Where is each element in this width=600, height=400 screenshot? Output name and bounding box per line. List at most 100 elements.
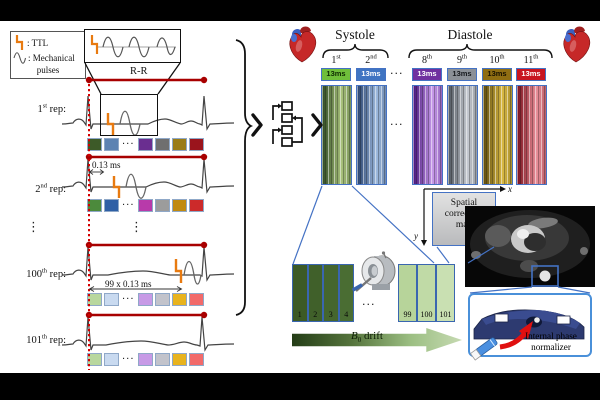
ecg-trace-rep1 xyxy=(61,95,235,136)
square xyxy=(104,138,119,151)
phantom-arrow-head xyxy=(519,321,533,339)
ttl-icon xyxy=(15,35,24,50)
cell-99: 99 xyxy=(398,264,417,322)
cells-ellipsis: ··· xyxy=(362,298,376,311)
frame-label-8: 8th xyxy=(421,53,433,66)
duration-badge-9: 13ms xyxy=(447,68,477,81)
legend-ttl-label: : TTL xyxy=(27,37,49,48)
rep-label-101: 101th rep: xyxy=(26,333,66,346)
cell-100: 100 xyxy=(417,264,436,322)
square xyxy=(188,353,204,366)
cell-1: 1 xyxy=(292,264,308,322)
square xyxy=(154,138,170,151)
mech-pulse xyxy=(119,110,141,136)
cell-2: 2 xyxy=(307,264,323,322)
rr-label: R-R xyxy=(130,66,148,77)
square xyxy=(188,138,204,151)
kspace-bar-8 xyxy=(412,85,443,185)
frame-label-10: 10th xyxy=(489,53,505,66)
duration-badge-10: 13ms xyxy=(482,68,512,81)
legend-mech-label2: pulses xyxy=(36,65,60,75)
mech-pulse xyxy=(125,173,147,199)
ellipsis: ··· xyxy=(122,139,135,150)
square xyxy=(137,353,153,366)
square xyxy=(154,293,170,306)
ttl-pulse xyxy=(106,113,115,135)
duration-badge-1: 13ms xyxy=(321,68,351,81)
frames-ellipsis-bars: ··· xyxy=(390,118,404,131)
mechanical-pulse-icon xyxy=(13,52,27,64)
kspace-bar-11 xyxy=(516,85,547,185)
vertical-ellipsis-mid: ⋮ xyxy=(130,220,143,235)
frame-label-11: 11th xyxy=(523,53,539,66)
heart-icon-right xyxy=(563,26,591,63)
square xyxy=(87,138,102,151)
square xyxy=(171,353,187,366)
phantom-callout-box: Internal phase normalizer xyxy=(468,293,592,361)
square xyxy=(104,293,119,306)
marker-pen xyxy=(469,337,498,361)
square xyxy=(188,293,204,306)
duration-badge-2: 13ms xyxy=(356,68,386,81)
pulse-inset-box xyxy=(84,29,181,63)
pulse-inset-waves xyxy=(90,35,176,58)
segment-cells-early: 1 2 3 4 xyxy=(292,264,354,322)
rep-label-1: 1st rep: xyxy=(37,102,66,115)
square xyxy=(171,293,187,306)
kspace-bar-10 xyxy=(482,85,513,185)
square xyxy=(87,199,102,212)
ecg-trace-rep100 xyxy=(61,246,235,285)
square xyxy=(87,293,102,306)
square xyxy=(104,199,119,212)
segment-cells-late: 99 100 101 xyxy=(398,264,455,322)
cell-3: 3 xyxy=(323,264,339,322)
acquisition-squares-rep2: ··· xyxy=(87,199,204,212)
x-axis-label: x xyxy=(508,184,512,194)
mech-pulse xyxy=(183,260,202,285)
kspace-bar-1 xyxy=(321,85,352,185)
square xyxy=(137,293,153,306)
rep-label-2: 2nd rep: xyxy=(35,182,66,195)
square xyxy=(171,138,187,151)
square xyxy=(104,353,119,366)
legend-mech-label: : Mechanical xyxy=(28,53,75,63)
frame-label-9: 9th xyxy=(456,53,468,66)
cell-101: 101 xyxy=(436,264,455,322)
ttl-pulse xyxy=(174,259,183,283)
frames-ellipsis-badges: ··· xyxy=(390,67,404,80)
duration-badge-11: 13ms xyxy=(516,68,546,81)
shift-label-rep100: 99 x 0.13 ms xyxy=(105,279,152,289)
square xyxy=(171,199,187,212)
normalizer-label: Internal phase normalizer xyxy=(525,331,577,353)
kspace-bar-2 xyxy=(356,85,387,185)
legend-box: : TTL : Mechanical pulses xyxy=(10,31,86,79)
heart-icon-left xyxy=(289,26,317,63)
cell-4: 4 xyxy=(338,264,354,322)
b0-drift-label: B0 drift xyxy=(351,330,383,345)
rep1-zoom-box xyxy=(100,94,158,136)
square xyxy=(154,199,170,212)
ecg-trace-rep2 xyxy=(61,158,235,199)
rep-label-100: 100th rep: xyxy=(26,267,66,280)
frame-label-2: 2nd xyxy=(365,53,377,66)
systole-title: Systole xyxy=(335,27,375,42)
ellipsis: ··· xyxy=(122,354,135,365)
square xyxy=(137,199,153,212)
acquisition-squares-rep100: ··· xyxy=(87,293,204,306)
y-axis-label: y xyxy=(414,231,418,241)
mri-scanner-icon xyxy=(351,251,396,292)
frame-label-1: 1st xyxy=(331,53,341,66)
ellipsis: ··· xyxy=(122,294,135,305)
square xyxy=(188,199,204,212)
shift-label-rep2: 0.13 ms xyxy=(92,160,121,170)
phantom-illustration xyxy=(469,309,585,361)
ecg-trace-rep101 xyxy=(61,316,235,352)
acquisition-squares-rep1: ··· xyxy=(87,138,204,151)
square xyxy=(154,353,170,366)
reconstruction-flow-icon xyxy=(272,101,303,147)
ttl-pulse xyxy=(112,176,121,198)
square xyxy=(137,138,153,151)
phantom-highlight-box xyxy=(531,265,559,287)
cardiac-mri-image xyxy=(465,206,595,287)
